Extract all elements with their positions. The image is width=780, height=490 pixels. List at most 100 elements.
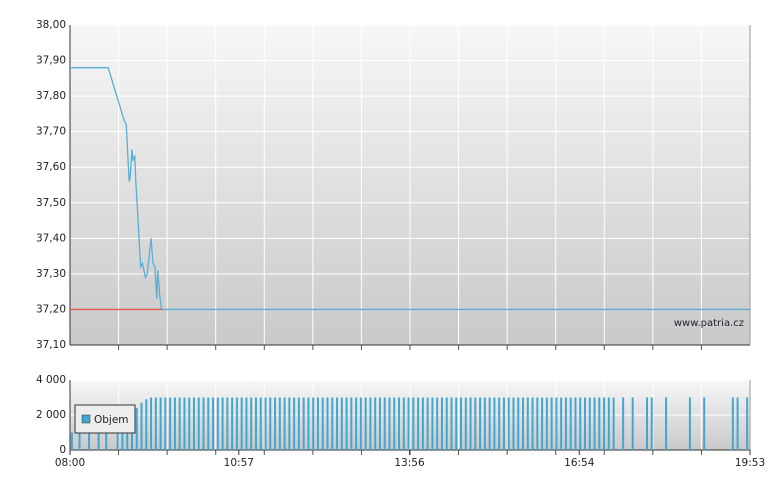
- volume-bar: [359, 397, 362, 450]
- y-tick-label: 37,30: [36, 268, 66, 280]
- volume-bar: [235, 397, 238, 450]
- volume-bar: [150, 397, 153, 450]
- volume-bar: [584, 397, 587, 450]
- volume-bar: [512, 397, 515, 450]
- volume-bar: [364, 397, 367, 450]
- volume-bar: [603, 397, 606, 450]
- volume-bar: [607, 397, 610, 450]
- volume-bar: [479, 397, 482, 450]
- volume-bar: [469, 397, 472, 450]
- volume-bar: [460, 397, 463, 450]
- volume-bar: [331, 397, 334, 450]
- volume-bar: [88, 432, 91, 450]
- volume-bar: [321, 397, 324, 450]
- volume-bar: [536, 397, 539, 450]
- volume-bar: [483, 397, 486, 450]
- volume-bar: [340, 397, 343, 450]
- volume-bar: [579, 397, 582, 450]
- volume-bar: [455, 397, 458, 450]
- volume-bar: [383, 397, 386, 450]
- y-tick-label: 2 000: [36, 409, 66, 421]
- volume-bar: [631, 397, 634, 450]
- volume-bar: [140, 402, 143, 450]
- volume-bar: [121, 423, 124, 450]
- volume-bar: [555, 397, 558, 450]
- volume-bar: [97, 432, 100, 450]
- volume-bar: [297, 397, 300, 450]
- volume-bar: [221, 397, 224, 450]
- volume-bar: [417, 397, 420, 450]
- volume-bar: [569, 397, 572, 450]
- volume-bar: [645, 397, 648, 450]
- volume-bar: [593, 397, 596, 450]
- volume-bar: [307, 397, 310, 450]
- volume-bar: [336, 397, 339, 450]
- volume-bar: [393, 397, 396, 450]
- y-tick-label: 37,60: [36, 161, 66, 173]
- volume-bar: [426, 397, 429, 450]
- y-tick-label: 37,80: [36, 90, 66, 102]
- volume-bar: [212, 397, 215, 450]
- volume-bar: [288, 397, 291, 450]
- volume-bar: [436, 397, 439, 450]
- volume-bar: [350, 397, 353, 450]
- y-tick-label: 37,10: [36, 339, 66, 351]
- y-tick-label: 38,00: [36, 19, 66, 31]
- volume-bar: [169, 397, 172, 450]
- volume-bar: [507, 397, 510, 450]
- volume-bar: [431, 397, 434, 450]
- legend-label: Objem: [94, 414, 129, 426]
- volume-bar: [192, 397, 195, 450]
- volume-bar: [421, 397, 424, 450]
- volume-bar: [550, 397, 553, 450]
- volume-bar: [345, 397, 348, 450]
- volume-bar: [746, 397, 749, 450]
- volume-bar: [522, 397, 525, 450]
- volume-bar: [488, 397, 491, 450]
- y-tick-label: 0: [59, 444, 66, 456]
- volume-bar: [250, 397, 253, 450]
- volume-bar: [302, 397, 305, 450]
- volume-bar: [564, 397, 567, 450]
- volume-bar: [278, 397, 281, 450]
- volume-bar: [183, 397, 186, 450]
- volume-bar: [293, 397, 296, 450]
- price-line: [70, 67, 750, 311]
- volume-bar: [240, 397, 243, 450]
- volume-bar: [622, 397, 625, 450]
- watermark: www.patria.cz: [674, 318, 744, 329]
- volume-bar: [178, 397, 181, 450]
- volume-bar: [517, 397, 520, 450]
- volume-bar: [159, 397, 162, 450]
- volume-bar: [135, 408, 138, 450]
- x-tick-label: 13:56: [394, 457, 425, 469]
- volume-bar: [598, 397, 601, 450]
- volume-bar: [154, 397, 157, 450]
- volume-bar: [388, 397, 391, 450]
- volume-bar: [145, 399, 148, 450]
- volume-bar: [560, 397, 563, 450]
- volume-bar: [374, 397, 377, 450]
- volume-bar: [402, 397, 405, 450]
- y-tick-label: 37,50: [36, 197, 66, 209]
- x-tick-label: 16:54: [564, 457, 595, 469]
- volume-bar: [541, 397, 544, 450]
- volume-bar: [665, 397, 668, 450]
- volume-bar: [574, 397, 577, 450]
- volume-bar: [316, 397, 319, 450]
- volume-bar: [703, 397, 706, 450]
- x-tick-label: 10:57: [224, 457, 254, 469]
- volume-bar: [269, 397, 272, 450]
- y-tick-label: 37,70: [36, 126, 66, 138]
- volume-bar: [398, 397, 401, 450]
- volume-bar: [526, 397, 529, 450]
- volume-bar: [474, 397, 477, 450]
- volume-bar: [445, 397, 448, 450]
- volume-bar: [216, 397, 219, 450]
- legend-swatch: [81, 414, 91, 424]
- volume-bar: [164, 397, 167, 450]
- volume-bar: [264, 397, 267, 450]
- volume-bar: [688, 397, 691, 450]
- volume-bar: [531, 397, 534, 450]
